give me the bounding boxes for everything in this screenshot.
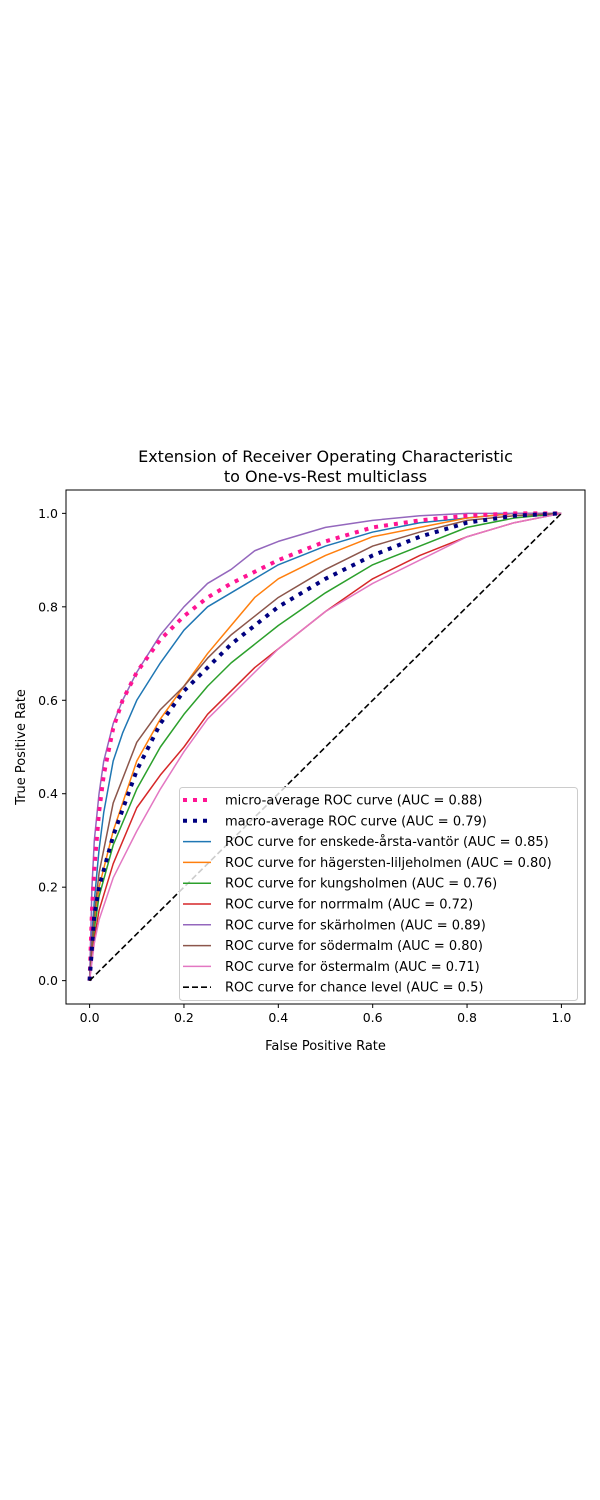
y-tick-label: 0.8 (38, 599, 58, 614)
y-tick-label: 1.0 (38, 506, 58, 521)
y-axis-ticks: 0.0 0.2 0.4 0.6 0.8 1.0 (38, 506, 66, 988)
legend-label-6: ROC curve for skärholmen (AUC = 0.89) (225, 918, 486, 933)
legend-label-7: ROC curve for södermalm (AUC = 0.80) (225, 939, 483, 954)
y-tick-label: 0.6 (38, 693, 58, 708)
x-tick-label: 1.0 (551, 1010, 571, 1025)
x-tick-label: 0.6 (363, 1010, 383, 1025)
y-axis-label: True Positive Rate (14, 689, 29, 806)
chart-title-line-1: Extension of Receiver Operating Characte… (138, 447, 513, 466)
y-tick-label: 0.4 (38, 786, 58, 801)
x-axis-ticks: 0.0 0.2 0.4 0.6 0.8 1.0 (80, 1004, 572, 1025)
legend-label-1: macro-average ROC curve (AUC = 0.79) (225, 814, 487, 829)
y-tick-label: 0.0 (38, 973, 58, 988)
legend: micro-average ROC curve (AUC = 0.88) macr… (180, 788, 578, 1001)
x-tick-label: 0.4 (268, 1010, 288, 1025)
y-tick-label: 0.2 (38, 880, 58, 895)
legend-label-5: ROC curve for norrmalm (AUC = 0.72) (225, 898, 473, 913)
x-axis-label: False Positive Rate (265, 1039, 386, 1054)
legend-label-4: ROC curve for kungsholmen (AUC = 0.76) (225, 877, 497, 892)
legend-label-2: ROC curve for enskede-årsta-vantör (AUC … (225, 835, 549, 850)
x-tick-label: 0.0 (80, 1010, 100, 1025)
legend-label-3: ROC curve for hägersten-liljeholmen (AUC… (225, 856, 552, 871)
legend-label-9: ROC curve for chance level (AUC = 0.5) (225, 981, 483, 996)
chart-title-line-2: to One-vs-Rest multiclass (224, 467, 427, 486)
x-tick-label: 0.8 (457, 1010, 477, 1025)
legend-label-0: micro-average ROC curve (AUC = 0.88) (225, 794, 482, 809)
x-tick-label: 0.2 (174, 1010, 194, 1025)
legend-label-8: ROC curve for östermalm (AUC = 0.71) (225, 960, 480, 975)
